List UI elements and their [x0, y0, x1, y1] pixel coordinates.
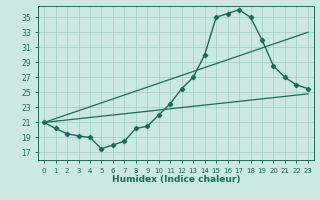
- X-axis label: Humidex (Indice chaleur): Humidex (Indice chaleur): [112, 175, 240, 184]
